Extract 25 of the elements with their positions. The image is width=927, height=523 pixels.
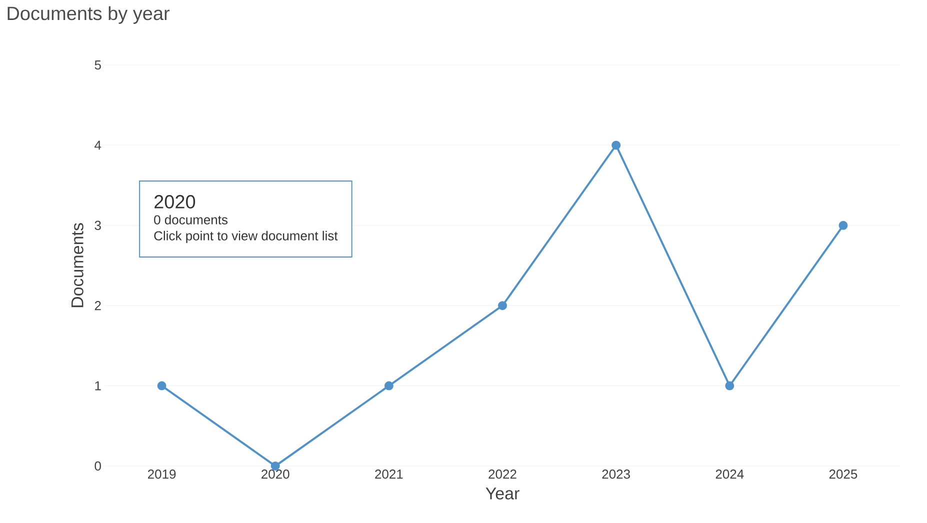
y-tick-label: 3 [94, 220, 101, 230]
point [384, 381, 394, 390]
x-tick-label: 2022 [488, 470, 516, 479]
x-tick-label: 2019 [148, 470, 176, 479]
x-axis-title: Year [486, 488, 520, 500]
y-tick-label: 5 [94, 60, 101, 70]
y-tick-label: 4 [94, 140, 102, 150]
point [838, 220, 848, 230]
x-tick-label: 2024 [716, 470, 744, 479]
annotation: 0 documents [154, 214, 228, 224]
y-axis-title: Documents [72, 223, 84, 308]
point [612, 140, 621, 150]
annotation: 2020 [154, 195, 196, 208]
point [498, 301, 507, 310]
point [157, 381, 166, 390]
point [725, 381, 734, 390]
annotation: Click point to view document list [154, 230, 338, 243]
x-tick-label: 2023 [602, 470, 630, 479]
y-tick-label: 1 [95, 381, 101, 390]
x-tick-label: 2020 [262, 470, 290, 479]
x-tick-label: 2025 [829, 470, 858, 479]
x-tick-label: 2021 [375, 470, 403, 479]
chart-title: Documents by year [8, 6, 170, 24]
y-tick-label: 2 [94, 301, 101, 310]
y-tick-label: 0 [94, 461, 101, 471]
